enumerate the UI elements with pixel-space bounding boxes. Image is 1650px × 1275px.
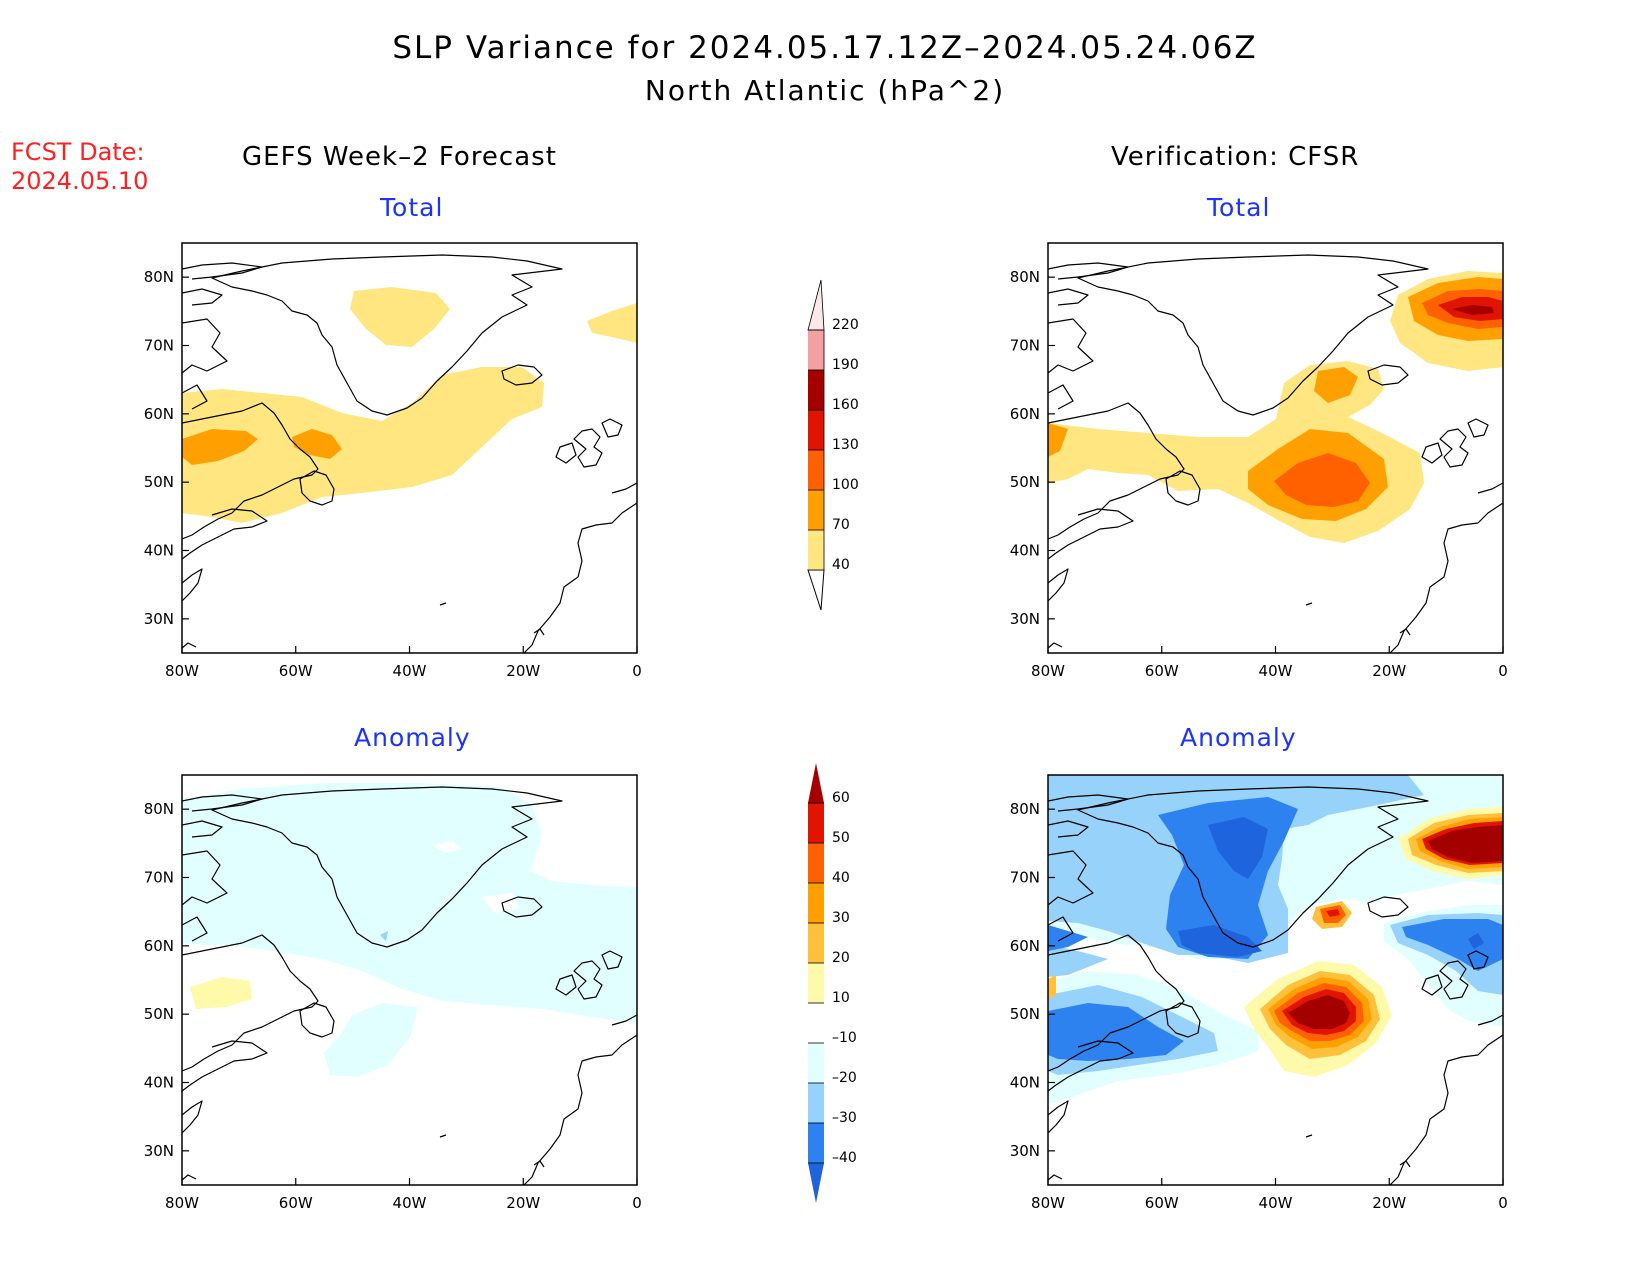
lat-tick-label: 30N (1010, 610, 1040, 628)
verification-anomaly-map (1047, 774, 1504, 1186)
lat-tick-label: 30N (144, 1142, 174, 1160)
verification-total-title: Total (1207, 193, 1271, 222)
lat-tick-label: 60N (144, 405, 174, 423)
forecast-anomaly-title: Anomaly (354, 723, 471, 752)
lat-tick-label: 60N (144, 937, 174, 955)
lon-tick-label: 80W (1031, 662, 1065, 680)
colorbar-level-label: 40 (832, 557, 850, 573)
lon-tick-label: 80W (1031, 1194, 1065, 1212)
lat-tick-label: 30N (1010, 1142, 1040, 1160)
lon-tick-label: 0 (632, 1194, 642, 1212)
lon-tick-label: 60W (279, 1194, 313, 1212)
colorbar-level-label: 10 (832, 990, 850, 1006)
lat-tick-label: 50N (144, 473, 174, 491)
colorbar-segment (808, 330, 824, 370)
lat-tick-label: 40N (144, 542, 174, 560)
lon-tick-label: 20W (1372, 1194, 1406, 1212)
colorbar-upper-extend (807, 279, 825, 331)
colorbar-segment (808, 490, 824, 530)
lat-tick-label: 60N (1010, 937, 1040, 955)
colorbar-level-label: –10 (832, 1030, 857, 1046)
lat-tick-label: 50N (1010, 473, 1040, 491)
lon-tick-label: 40W (1259, 662, 1293, 680)
lat-tick-label: 80N (144, 268, 174, 286)
colorbar-segment (808, 530, 824, 570)
fcst-date-caption: FCST Date: (11, 138, 145, 166)
forecast-total-title: Total (380, 193, 444, 222)
verification-column-title: Verification: CFSR (1111, 142, 1360, 172)
lat-tick-label: 70N (1010, 337, 1040, 355)
colorbar-level-label: 30 (832, 910, 850, 926)
forecast-column-title: GEFS Week–2 Forecast (242, 142, 557, 172)
map-axes: 80W 60W 40W 20W 0 80N 70N 60N 50N 40N 30N 80W 60W 40W… (144, 268, 1508, 1212)
lon-tick-label: 80W (165, 1194, 199, 1212)
colorbar-segment (808, 803, 824, 843)
verification-anomaly-title: Anomaly (1180, 723, 1297, 752)
colorbar-segment (808, 1003, 824, 1043)
colorbar-segment (808, 843, 824, 883)
colorbar-segment (808, 963, 824, 1003)
figure-title: SLP Variance for 2024.05.17.12Z–2024.05.… (392, 30, 1258, 66)
lon-tick-label: 60W (1145, 662, 1179, 680)
colorbar-lower-extend (807, 569, 825, 611)
lon-tick-label: 0 (632, 662, 642, 680)
colorbar-level-label: 70 (832, 517, 850, 533)
lat-tick-label: 80N (1010, 800, 1040, 818)
colorbar-segment (808, 1123, 824, 1163)
lon-tick-label: 40W (393, 662, 427, 680)
anomaly-colorbar: –40 –30 –20 –10 10 20 30 40 50 60 (808, 763, 857, 1203)
lat-tick-label: 70N (1010, 869, 1040, 887)
lat-tick-label: 50N (144, 1005, 174, 1023)
colorbar-level-label: 100 (832, 477, 859, 493)
colorbar-level-label: –40 (832, 1150, 857, 1166)
lon-tick-label: 60W (279, 662, 313, 680)
lon-tick-label: 40W (393, 1194, 427, 1212)
fcst-date-label: FCST Date: 2024.05.10 (11, 138, 148, 196)
colorbar-upper-extend (808, 763, 824, 803)
lon-tick-label: 80W (165, 662, 199, 680)
lat-tick-label: 40N (144, 1074, 174, 1092)
colorbar-level-label: –20 (832, 1070, 857, 1086)
figure-subtitle: North Atlantic (hPa^2) (644, 74, 1006, 107)
lat-tick-label: 70N (144, 337, 174, 355)
colorbar-level-label: 60 (832, 790, 850, 806)
colorbar-segment (808, 883, 824, 923)
colorbar-level-label: 20 (832, 950, 850, 966)
lon-tick-label: 0 (1498, 662, 1508, 680)
lon-tick-label: 40W (1259, 1194, 1293, 1212)
total-colorbar: 40 70 100 130 160 190 220 (807, 279, 859, 611)
lon-tick-label: 20W (506, 662, 540, 680)
forecast-anomaly-map (181, 774, 638, 1186)
colorbar-segment (808, 450, 824, 490)
lat-tick-label: 80N (1010, 268, 1040, 286)
colorbar-level-label: 160 (832, 397, 859, 413)
colorbar-lower-extend (808, 1163, 824, 1203)
colorbar-segment (808, 410, 824, 450)
colorbar-level-label: 40 (832, 870, 850, 886)
colorbar-level-label: 190 (832, 357, 859, 373)
forecast-total-map (181, 242, 638, 654)
lat-tick-label: 80N (144, 800, 174, 818)
colorbar-level-label: –30 (832, 1110, 857, 1126)
lat-tick-label: 50N (1010, 1005, 1040, 1023)
colorbar-segment (808, 370, 824, 410)
colorbar-level-label: 220 (832, 317, 859, 333)
colorbar-level-label: 50 (832, 830, 850, 846)
verification-total-map (1047, 242, 1504, 654)
lat-tick-label: 40N (1010, 542, 1040, 560)
colorbar-segment (808, 1083, 824, 1123)
lon-tick-label: 20W (506, 1194, 540, 1212)
lon-tick-label: 0 (1498, 1194, 1508, 1212)
lat-tick-label: 60N (1010, 405, 1040, 423)
lon-tick-label: 60W (1145, 1194, 1179, 1212)
lat-tick-label: 30N (144, 610, 174, 628)
colorbar-level-label: 130 (832, 437, 859, 453)
lat-tick-label: 70N (144, 869, 174, 887)
colorbar-segment (808, 1043, 824, 1083)
fcst-date-value: 2024.05.10 (11, 167, 149, 195)
lon-tick-label: 20W (1372, 662, 1406, 680)
lat-tick-label: 40N (1010, 1074, 1040, 1092)
colorbar-segment (808, 923, 824, 963)
